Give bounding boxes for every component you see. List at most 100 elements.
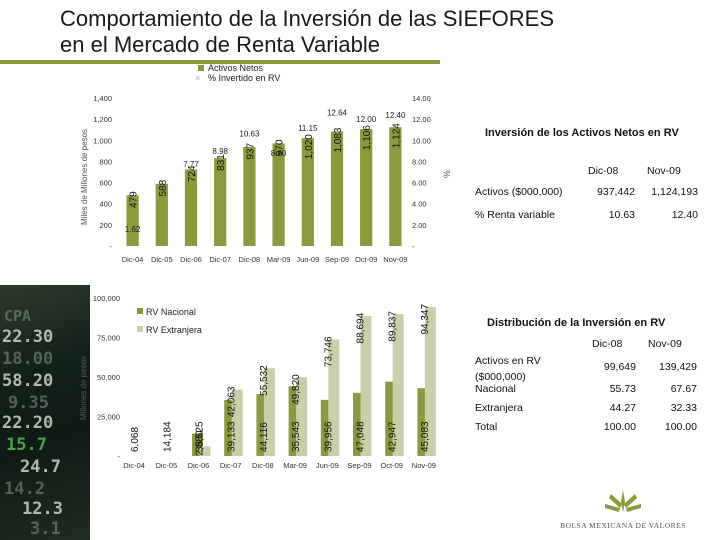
chart2-xtick: Dic-04 xyxy=(123,461,145,470)
chart1-ytick: 200 xyxy=(99,221,112,230)
ticker-text: 24.7 xyxy=(20,457,61,477)
rv-extranjera-bar xyxy=(263,368,275,456)
ticker-text: 58.20 xyxy=(2,371,54,391)
pct-rv-label: 12.40 xyxy=(385,111,406,120)
chart1-xtick: Dic-08 xyxy=(239,255,261,264)
rv-top-value-label: 89,837 xyxy=(388,311,399,342)
rv-bottom-value-label: 39,133 xyxy=(227,421,238,452)
net-assets-bar xyxy=(243,146,256,246)
legend-rv-extranjera: RV Extranjera xyxy=(146,325,202,335)
ticker-text: 14.2 xyxy=(4,479,45,499)
chart1-xtick: Dic-06 xyxy=(180,255,202,264)
chart2-ytick: 25,000 xyxy=(97,413,120,422)
rv-top-value-label: 49,820 xyxy=(291,374,302,405)
chart1-y2tick: 4.00 xyxy=(412,200,427,209)
bmv-logo: BOLSA MEXICANA DE VALORES xyxy=(548,488,698,530)
rv-bottom-value-label: 35,525 xyxy=(195,421,206,452)
ticker-text: 22.20 xyxy=(2,413,54,433)
chart1-y2tick: 12.00 xyxy=(412,115,431,124)
net-assets-value-label: 588 xyxy=(158,179,169,196)
chart1-y2label: % xyxy=(442,170,452,178)
rv-extranjera-bar xyxy=(360,315,372,456)
table2-title: Distribución de la Inversión en RV xyxy=(487,317,666,329)
table1-col-nov09: Nov-09 xyxy=(647,165,681,177)
rv-nacional-bar xyxy=(385,381,397,456)
chart2-ytick: - xyxy=(118,452,121,461)
rv-nacional-bar xyxy=(353,392,364,456)
rv-nacional-bar xyxy=(320,399,332,456)
pct-rv-label: 11.15 xyxy=(298,124,318,133)
title-line-1: Comportamiento de la Inversión de las SI… xyxy=(60,6,555,31)
table2-row-label: Activos en RV ($000,000) xyxy=(475,355,541,383)
ticker-text: CPA xyxy=(4,307,32,325)
rv-extranjera-bar xyxy=(392,314,404,456)
table1-cell: 937,442 xyxy=(597,186,635,198)
net-assets-value-label: 1,106 xyxy=(362,125,373,150)
net-assets-value-label: 831 xyxy=(216,154,227,171)
rv-nacional-bar xyxy=(192,433,203,456)
legend-pct-rv: % Invertido en RV xyxy=(208,73,280,83)
rv-bottom-value-label: 42,947 xyxy=(388,421,399,452)
pct-rv-label: 10.63 xyxy=(239,130,260,139)
pct-rv-label: 12.64 xyxy=(327,108,348,117)
chart1-y2tick: 6.00 xyxy=(412,179,427,188)
table1-cell: 1,124,193 xyxy=(651,186,698,198)
table2-cell: 99,649 xyxy=(603,361,636,373)
chart1-xtick: Dic-07 xyxy=(209,255,231,264)
table2-row-label: Nacional xyxy=(475,383,516,395)
net-assets-bar xyxy=(155,183,168,246)
net-assets-value-label: 970 xyxy=(275,139,286,156)
chart2-xtick: Sep-09 xyxy=(347,461,371,470)
chart1-ytick: 800 xyxy=(99,157,112,166)
table2-cell: 32.33 xyxy=(670,402,697,414)
legend-swatch-net-assets xyxy=(198,65,204,71)
net-assets-bar xyxy=(389,127,402,246)
rv-bottom-value-label: 39,956 xyxy=(323,421,334,452)
rv-bottom-value-label: 47,048 xyxy=(356,421,367,452)
net-assets-bar xyxy=(214,158,227,246)
net-assets-bar xyxy=(330,131,344,246)
table1-cell: 10.63 xyxy=(608,209,635,221)
title-rule xyxy=(0,60,440,64)
table2-row-label: Total xyxy=(475,421,498,433)
rv-top-value-label: 88,694 xyxy=(356,312,367,343)
ticker-text: 15.7 xyxy=(6,435,47,455)
net-assets-bar xyxy=(184,169,198,246)
pct-rv-label: 8.98 xyxy=(212,147,228,156)
legend-rv-nacional: RV Nacional xyxy=(146,307,196,317)
rv-top-value-label: 55,532 xyxy=(259,365,270,396)
chart1-ytick: 600 xyxy=(99,179,112,188)
net-assets-bar xyxy=(126,195,139,246)
chart2-xtick: Mar-09 xyxy=(283,461,307,470)
net-assets-value-label: 1,020 xyxy=(304,134,315,159)
ticker-text: 12.3 xyxy=(22,499,63,519)
legend-net-assets: Activos Netos xyxy=(208,63,264,73)
rv-bottom-value-label: 14,184 xyxy=(162,421,173,452)
rv-top-value-label: 2,880 xyxy=(195,430,206,455)
rv-nacional-bar xyxy=(417,388,429,456)
table2-cell: 55.73 xyxy=(609,383,636,395)
bmv-agave-logo-icon xyxy=(605,490,641,512)
chart2-ytick: 75,000 xyxy=(97,334,120,343)
legend-swatch-rv-nacional xyxy=(137,308,143,314)
rv-bottom-value-label: 45,083 xyxy=(420,421,431,452)
chart1-y2tick: 2.00 xyxy=(412,221,427,230)
ticker-text: 9.35 xyxy=(8,393,49,413)
table1-col-dic08: Dic-08 xyxy=(588,165,619,177)
chart1-y2tick: - xyxy=(412,242,415,251)
pct-rv-label: 8.80 xyxy=(271,149,287,158)
slide-title: Comportamiento de la Inversión de las SI… xyxy=(60,6,680,58)
rv-top-value-label: 73,746 xyxy=(323,336,334,367)
table2-cell: 100.00 xyxy=(664,421,697,433)
table2-row-label: Extranjera xyxy=(475,402,523,414)
stock-ticker-photo: CPA 22.30 18.00 58.20 9.35 22.20 15.7 24… xyxy=(0,285,90,540)
chart2-xtick: Dic-08 xyxy=(252,461,274,470)
chart2-ytick: 100,000 xyxy=(93,294,120,303)
rv-bottom-value-label: 6,068 xyxy=(130,427,141,452)
chart1-xtick: Jun-09 xyxy=(296,255,319,264)
pct-rv-label: 7.77 xyxy=(183,160,199,169)
ticker-text: 22.30 xyxy=(2,327,54,347)
table1-row-label: Activos ($000,000) xyxy=(475,186,563,198)
chart1-ytick: 400 xyxy=(99,200,112,209)
